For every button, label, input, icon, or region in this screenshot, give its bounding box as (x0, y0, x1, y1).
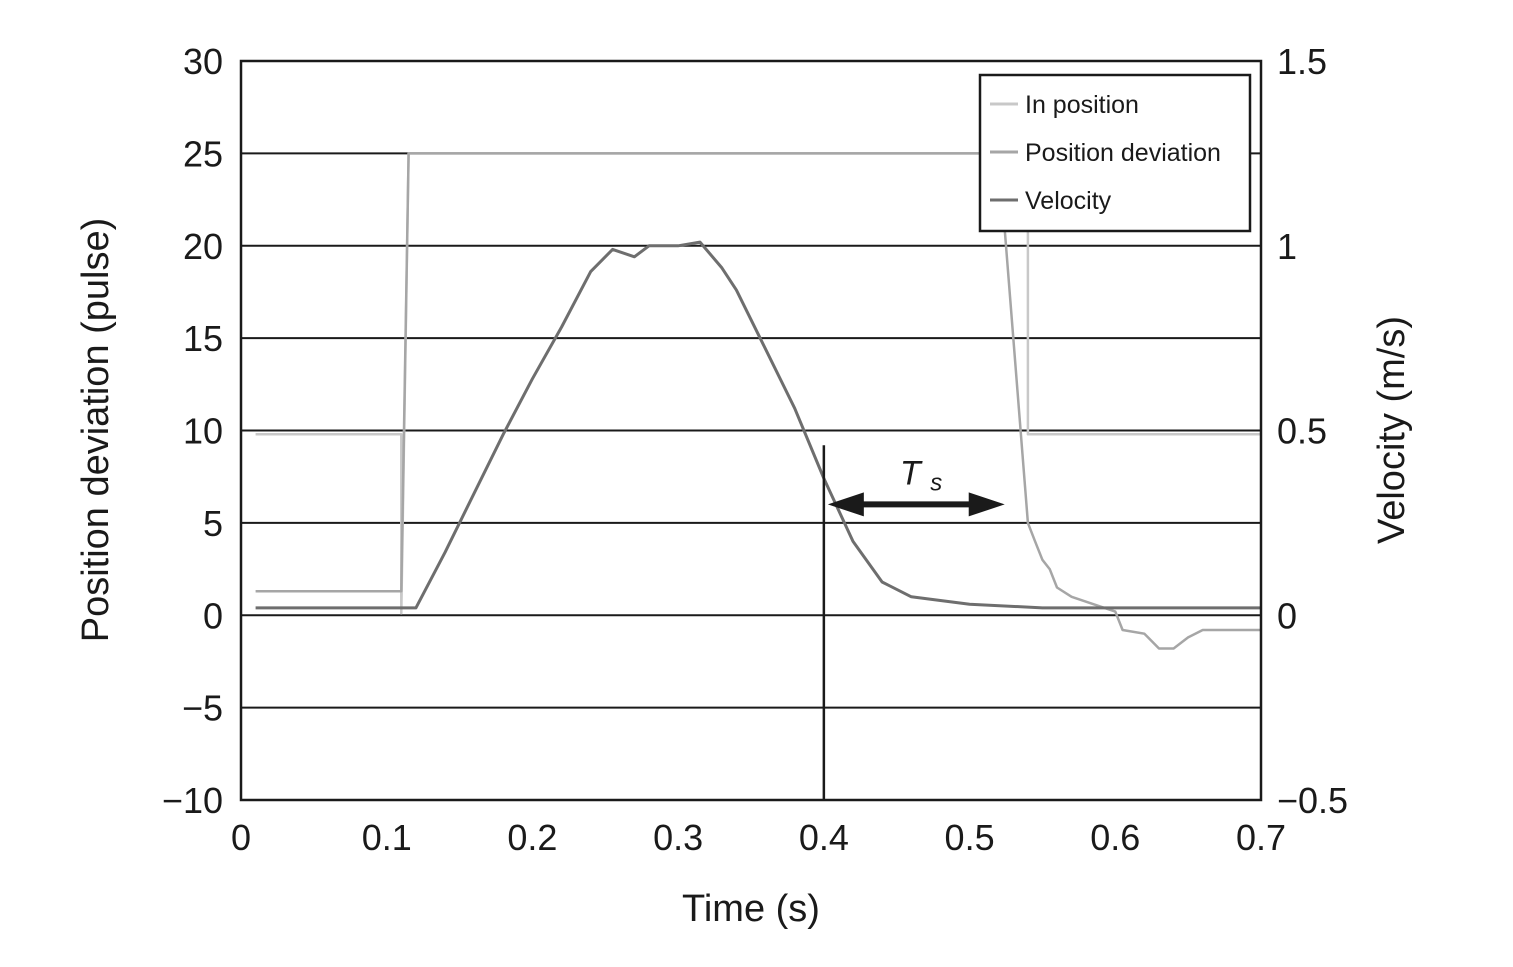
settling-time-subscript: s (930, 469, 942, 496)
settling-time-label: T (900, 454, 923, 492)
series-velocity (255, 240, 1261, 610)
y-tick-label: 10 (183, 411, 223, 452)
x-tick-label: 0.2 (507, 817, 557, 858)
y-axis-title: Position deviation (pulse) (75, 218, 117, 643)
plot-frame (239, 59, 1263, 802)
x-tick-label: 0.6 (1090, 817, 1140, 858)
y-tick-label: 25 (183, 133, 223, 174)
y-tick-labels: −10 −5 0 5 10 15 20 25 30 (162, 41, 223, 821)
y2-tick-labels: −0.5 0 0.5 1 1.5 (1277, 41, 1348, 821)
y2-tick-label: 0.5 (1277, 411, 1327, 452)
x-tick-labels: 0 0.1 0.2 0.3 0.4 0.5 0.6 0.7 (231, 817, 1286, 858)
y-tick-label: 15 (183, 318, 223, 359)
settling-arrow-head-right (968, 492, 1005, 517)
y-tick-label: 0 (203, 595, 223, 636)
y-tick-label: 30 (183, 41, 223, 82)
y2-tick-label: 1 (1277, 226, 1297, 267)
legend: In position Position deviation Velocity (978, 73, 1252, 233)
x-tick-label: 0.3 (653, 817, 703, 858)
y2-axis-title: Velocity (m/s) (1371, 316, 1413, 544)
x-tick-label: 0.1 (362, 817, 412, 858)
x-tick-label: 0.7 (1236, 817, 1286, 858)
y2-tick-label: 1.5 (1277, 41, 1327, 82)
x-axis-title: Time (s) (682, 888, 820, 930)
y-tick-label: 5 (203, 503, 223, 544)
settling-arrow-head-left (827, 492, 864, 517)
legend-label-velocity: Velocity (1025, 187, 1112, 215)
legend-label-position-deviation: Position deviation (1025, 139, 1221, 167)
legend-box (978, 73, 1252, 233)
y-tick-label: −5 (182, 688, 223, 729)
x-tick-label: 0.4 (799, 817, 849, 858)
x-tick-label: 0 (231, 817, 251, 858)
y2-tick-label: −0.5 (1277, 780, 1348, 821)
x-tick-label: 0.5 (945, 817, 995, 858)
y-tick-label: 20 (183, 226, 223, 267)
y2-tick-label: 0 (1277, 595, 1297, 636)
legend-label-in-position: In position (1025, 91, 1139, 119)
y-tick-label: −10 (162, 780, 223, 821)
